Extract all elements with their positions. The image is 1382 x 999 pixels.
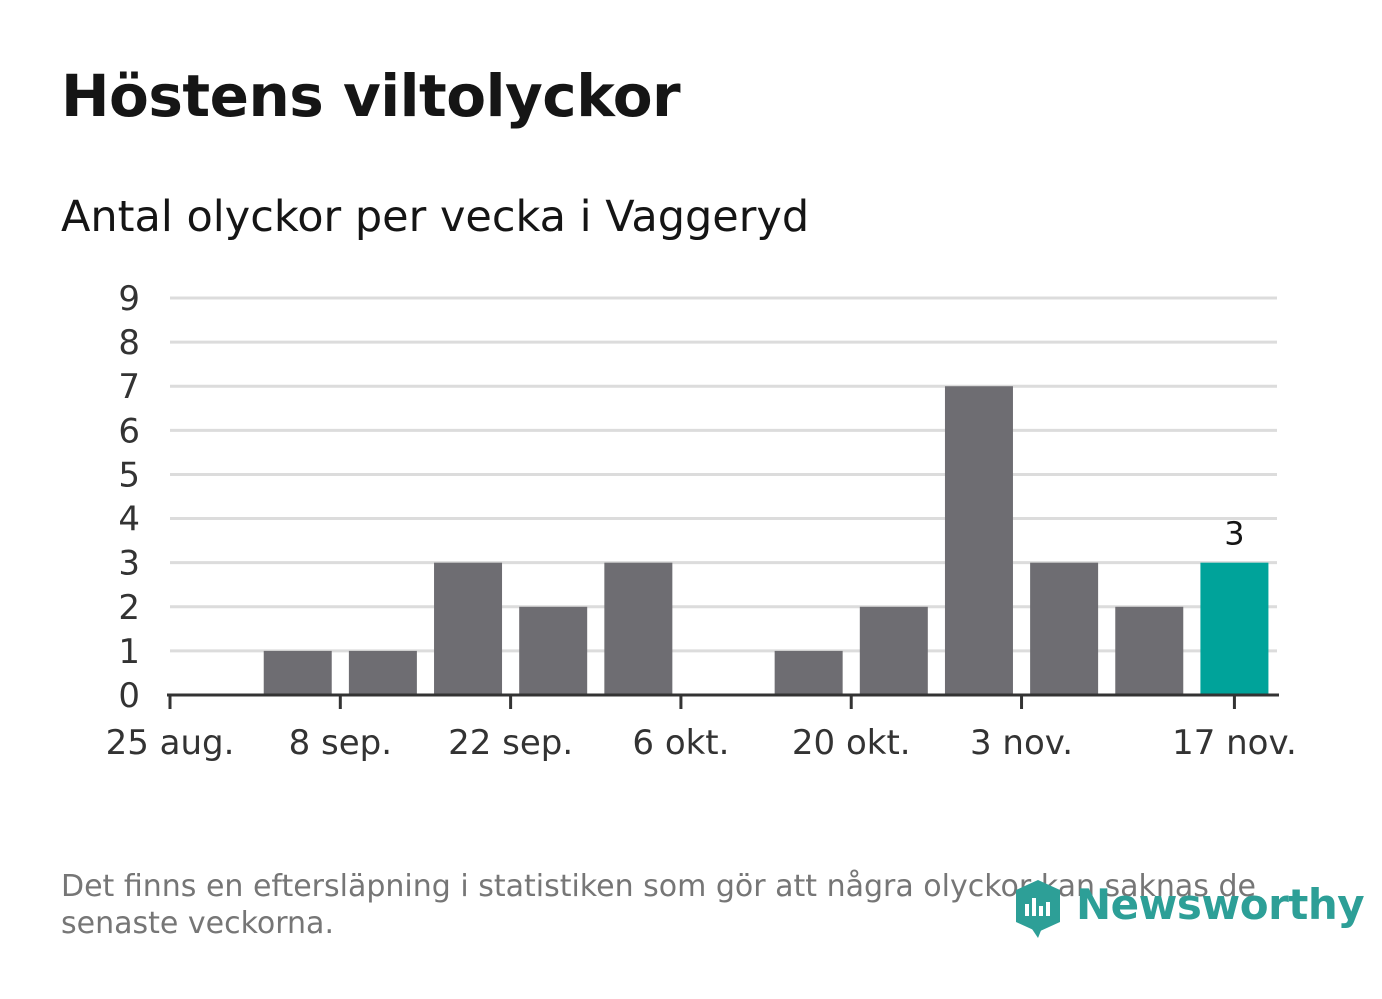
bar [1030,562,1099,695]
y-tick-label: 5 [118,455,140,495]
chart-subtitle: Antal olyckor per vecka i Vaggeryd [61,192,810,242]
y-tick-label: 7 [118,367,140,407]
x-tick-label: 20 okt. [792,723,911,763]
bar [604,562,673,695]
bar [348,650,417,695]
newsworthy-logo-icon [1012,876,1064,942]
x-tick-label: 3 nov. [970,723,1073,763]
y-tick-label: 4 [118,500,140,540]
newsworthy-logo-text: Newsworthy [1076,879,1365,929]
y-tick-label: 0 [118,676,140,716]
x-tick-label: 25 aug. [106,723,235,763]
footnote: Det finns en eftersläpning i statistiken… [61,869,1256,941]
y-tick-label: 1 [118,632,140,672]
data-label: 3 [1224,515,1244,553]
x-tick-label: 22 sep. [448,723,573,763]
y-tick-label: 2 [118,588,140,628]
bar [859,606,928,695]
x-tick-label: 8 sep. [289,723,392,763]
x-tick-label: 17 nov. [1172,723,1297,763]
highlight-bar [1200,562,1269,695]
bar [774,650,843,695]
newsworthy-logo: Newsworthy [1012,876,1365,942]
y-tick-label: 9 [118,279,140,319]
bar [1115,606,1184,695]
bar [944,386,1013,695]
chart-title: Höstens viltolyckor [61,62,681,130]
bar [519,606,588,695]
bar [263,650,332,695]
y-tick-label: 6 [118,411,140,451]
y-tick-label: 3 [118,544,140,584]
x-tick-label: 6 okt. [632,723,729,763]
y-tick-label: 8 [118,323,140,363]
bar [434,562,503,695]
